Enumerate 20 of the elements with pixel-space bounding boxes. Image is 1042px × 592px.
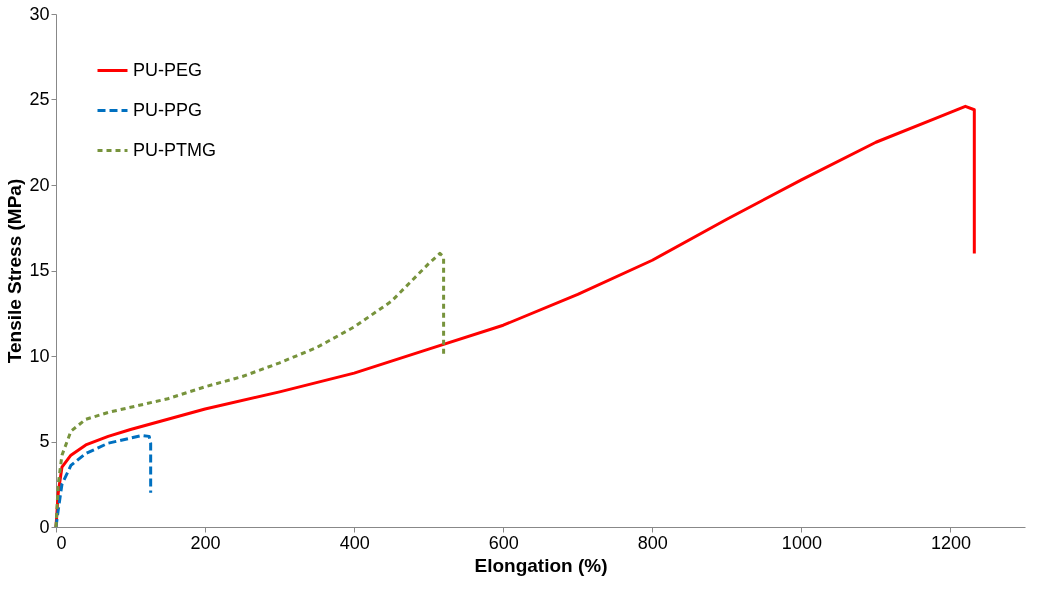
x-tick-label: 200: [190, 532, 221, 553]
legend-label: PU-PTMG: [133, 139, 216, 160]
legend-label: PU-PEG: [133, 59, 203, 80]
y-tick-label: 25: [29, 89, 50, 109]
y-tick-label: 20: [29, 174, 50, 195]
x-tick-label: 400: [339, 532, 370, 553]
y-tick-label: 0: [39, 516, 50, 537]
y-tick-label: 5: [39, 431, 50, 451]
x-axis-title: Elongation (%): [474, 554, 608, 576]
y-axis-title: Tensile Stress (MPa): [4, 178, 26, 364]
legend-label: PU-PPG: [133, 99, 203, 120]
y-tick-label: 15: [29, 260, 50, 280]
line-series: [54, 251, 446, 529]
y-tick-label: 30: [29, 3, 50, 24]
y-tick-label: 10: [29, 345, 50, 366]
x-tick-label: 800: [637, 532, 668, 553]
x-tick-label: 0: [56, 532, 67, 553]
x-tick-label: 600: [488, 532, 519, 553]
x-tick-label: 1200: [930, 532, 971, 553]
x-tick-label: 1000: [781, 532, 822, 553]
